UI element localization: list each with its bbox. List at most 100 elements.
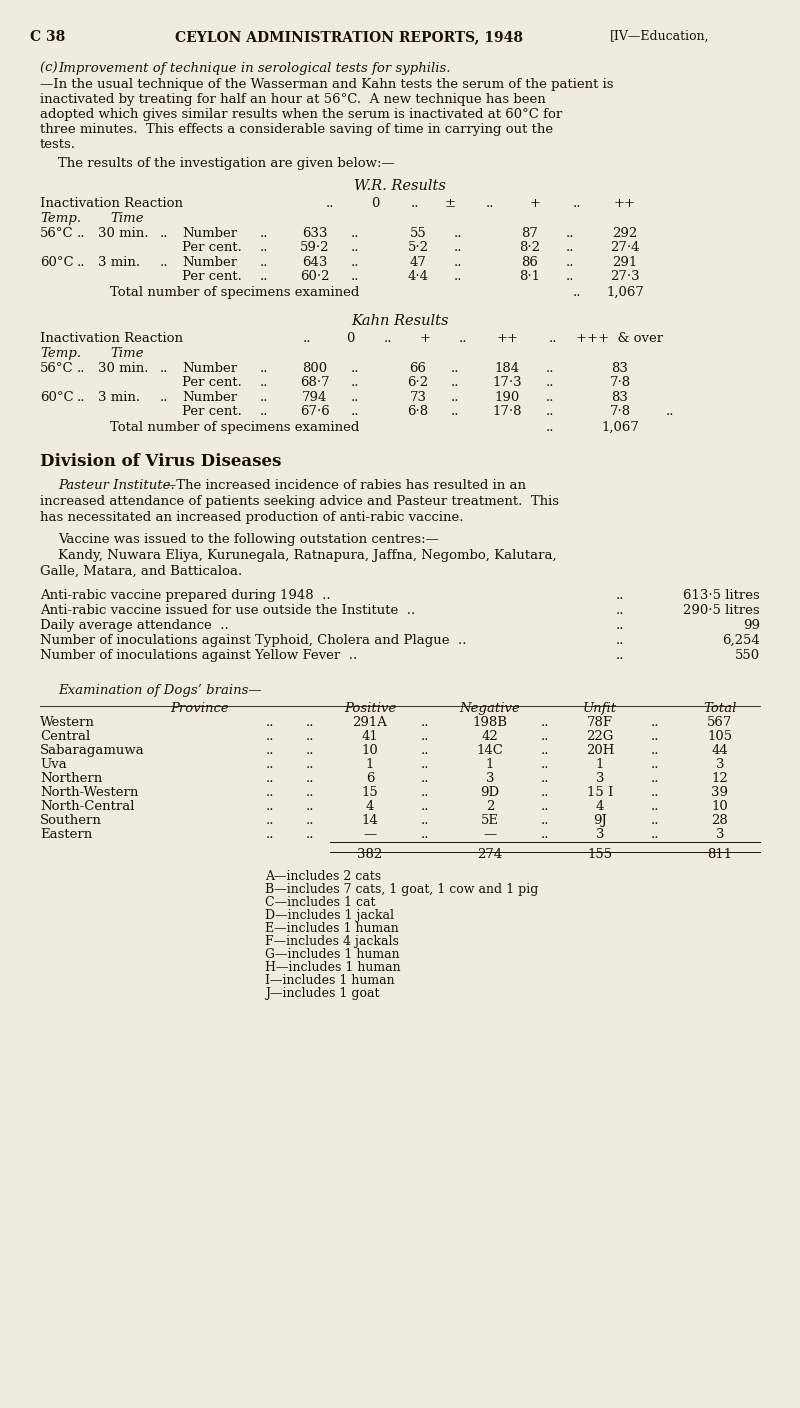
Text: ..: ..	[306, 814, 314, 826]
Text: Western: Western	[40, 717, 95, 729]
Text: ..: ..	[450, 406, 459, 418]
Text: 6: 6	[366, 772, 374, 786]
Text: ..: ..	[160, 391, 169, 404]
Text: Unfit: Unfit	[583, 703, 617, 715]
Text: ..: ..	[650, 772, 659, 786]
Text: ..: ..	[450, 391, 459, 404]
Text: W.R. Results: W.R. Results	[354, 179, 446, 193]
Text: Temp.: Temp.	[40, 213, 81, 225]
Text: 8·2: 8·2	[519, 241, 541, 253]
Text: ..: ..	[266, 717, 274, 729]
Text: 66: 66	[410, 362, 426, 375]
Text: ..: ..	[260, 256, 269, 269]
Text: ..: ..	[541, 800, 550, 812]
Text: 3: 3	[596, 772, 604, 786]
Text: ..: ..	[566, 270, 574, 283]
Text: ..: ..	[306, 743, 314, 758]
Text: E—includes 1 human: E—includes 1 human	[265, 922, 398, 935]
Text: ..: ..	[650, 800, 659, 812]
Text: 794: 794	[302, 391, 328, 404]
Text: 12: 12	[712, 772, 728, 786]
Text: ..: ..	[541, 717, 550, 729]
Text: 15: 15	[362, 786, 378, 798]
Text: ..: ..	[266, 729, 274, 743]
Text: three minutes.  This effects a considerable saving of time in carrying out the: three minutes. This effects a considerab…	[40, 122, 553, 137]
Text: ..: ..	[266, 758, 274, 772]
Text: 4: 4	[596, 800, 604, 812]
Text: ..: ..	[306, 828, 314, 841]
Text: ..: ..	[541, 828, 550, 841]
Text: 14C: 14C	[477, 743, 503, 758]
Text: ..: ..	[421, 786, 430, 798]
Text: 1,067: 1,067	[606, 286, 644, 298]
Text: ..: ..	[306, 758, 314, 772]
Text: Sabaragamuwa: Sabaragamuwa	[40, 743, 145, 758]
Text: ..: ..	[350, 227, 359, 239]
Text: Negative: Negative	[459, 703, 521, 715]
Text: ..: ..	[266, 772, 274, 786]
Text: 86: 86	[522, 256, 538, 269]
Text: Total number of specimens examined: Total number of specimens examined	[110, 286, 359, 298]
Text: 2: 2	[486, 800, 494, 812]
Text: 9J: 9J	[593, 814, 607, 826]
Text: Southern: Southern	[40, 814, 102, 826]
Text: Division of Virus Diseases: Division of Virus Diseases	[40, 453, 282, 470]
Text: ..: ..	[541, 729, 550, 743]
Text: ..: ..	[350, 406, 359, 418]
Text: 83: 83	[611, 391, 629, 404]
Text: ..: ..	[421, 717, 430, 729]
Text: Eastern: Eastern	[40, 828, 92, 841]
Text: Inactivation Reaction: Inactivation Reaction	[40, 332, 183, 345]
Text: 0: 0	[346, 332, 354, 345]
Text: ..: ..	[260, 391, 269, 404]
Text: ..: ..	[260, 406, 269, 418]
Text: 4: 4	[366, 800, 374, 812]
Text: ..: ..	[384, 332, 392, 345]
Text: ..: ..	[306, 800, 314, 812]
Text: 1: 1	[366, 758, 374, 772]
Text: Galle, Matara, and Batticaloa.: Galle, Matara, and Batticaloa.	[40, 565, 242, 579]
Text: ..: ..	[266, 800, 274, 812]
Text: 291: 291	[612, 256, 638, 269]
Text: 73: 73	[410, 391, 426, 404]
Text: ..: ..	[546, 391, 554, 404]
Text: [IV—Education,: [IV—Education,	[610, 30, 710, 44]
Text: Number of inoculations against Typhoid, Cholera and Plague  ..: Number of inoculations against Typhoid, …	[40, 634, 466, 648]
Text: Number: Number	[182, 256, 237, 269]
Text: ..: ..	[616, 589, 624, 603]
Text: 3 min.: 3 min.	[98, 391, 140, 404]
Text: 7·8: 7·8	[610, 376, 630, 389]
Text: Total: Total	[703, 703, 737, 715]
Text: Temp.: Temp.	[40, 346, 81, 360]
Text: Kahn Results: Kahn Results	[351, 314, 449, 328]
Text: inactivated by treating for half an hour at 56°C.  A new technique has been: inactivated by treating for half an hour…	[40, 93, 546, 106]
Text: 14: 14	[362, 814, 378, 826]
Text: 811: 811	[707, 848, 733, 862]
Text: ..: ..	[454, 227, 462, 239]
Text: 30 min.: 30 min.	[98, 227, 149, 239]
Text: Total number of specimens examined: Total number of specimens examined	[110, 421, 359, 434]
Text: ..: ..	[350, 241, 359, 253]
Text: ..: ..	[616, 620, 624, 632]
Text: Time: Time	[110, 346, 144, 360]
Text: 7·8: 7·8	[610, 406, 630, 418]
Text: ..: ..	[266, 743, 274, 758]
Text: ..: ..	[546, 362, 554, 375]
Text: 5E: 5E	[481, 814, 499, 826]
Text: ..: ..	[350, 256, 359, 269]
Text: Province: Province	[170, 703, 230, 715]
Text: G—includes 1 human: G—includes 1 human	[265, 948, 400, 962]
Text: Number of inoculations against Yellow Fever  ..: Number of inoculations against Yellow Fe…	[40, 649, 358, 662]
Text: ..: ..	[454, 241, 462, 253]
Text: 78F: 78F	[587, 717, 613, 729]
Text: ..: ..	[546, 421, 554, 434]
Text: ..: ..	[421, 814, 430, 826]
Text: ..: ..	[266, 786, 274, 798]
Text: ..: ..	[302, 332, 311, 345]
Text: ..: ..	[450, 376, 459, 389]
Text: —In the usual technique of the Wasserman and Kahn tests the serum of the patient: —In the usual technique of the Wasserman…	[40, 77, 614, 92]
Text: ..: ..	[326, 197, 334, 210]
Text: ..: ..	[650, 743, 659, 758]
Text: Uva: Uva	[40, 758, 66, 772]
Text: 3 min.: 3 min.	[98, 256, 140, 269]
